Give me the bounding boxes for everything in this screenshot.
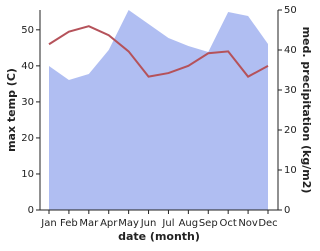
x-tick-label: May	[118, 218, 139, 229]
x-tick-label: Feb	[60, 218, 78, 229]
x-tick-label: Aug	[179, 218, 199, 229]
y2-axis-label: med. precipitation (kg/m2)	[300, 27, 313, 194]
y-axis-label: max temp (C)	[5, 68, 18, 152]
x-tick-label: Jul	[161, 218, 174, 229]
x-tick-label: Jan	[40, 218, 56, 229]
precipitation-area	[49, 10, 268, 210]
x-tick-label: Mar	[79, 218, 99, 229]
x-tick-label: Dec	[258, 218, 277, 229]
y-tick-label: 10	[21, 169, 34, 180]
y2-tick-label: 0	[284, 205, 290, 216]
x-tick-label: Jun	[140, 218, 157, 229]
y-tick-label: 50	[21, 25, 34, 36]
chart: date (month) max temp (C) med. precipita…	[5, 5, 313, 243]
x-tick-label: Sep	[199, 218, 218, 229]
x-tick-label: Oct	[220, 218, 237, 229]
y-tick-label: 40	[21, 61, 34, 72]
y2-tick-label: 10	[284, 165, 297, 176]
y-tick-label: 0	[28, 205, 34, 216]
x-tick-label: Apr	[100, 218, 118, 229]
y2-tick-label: 40	[284, 45, 297, 56]
y2-tick-label: 50	[284, 5, 297, 16]
y-tick-label: 30	[21, 97, 34, 108]
temp-line	[48, 25, 269, 78]
y2-tick-label: 30	[284, 85, 297, 96]
y-tick-label: 20	[21, 133, 34, 144]
y2-tick-label: 20	[284, 125, 297, 136]
x-tick-label: Nov	[238, 218, 258, 229]
x-axis-label: date (month)	[118, 230, 200, 243]
